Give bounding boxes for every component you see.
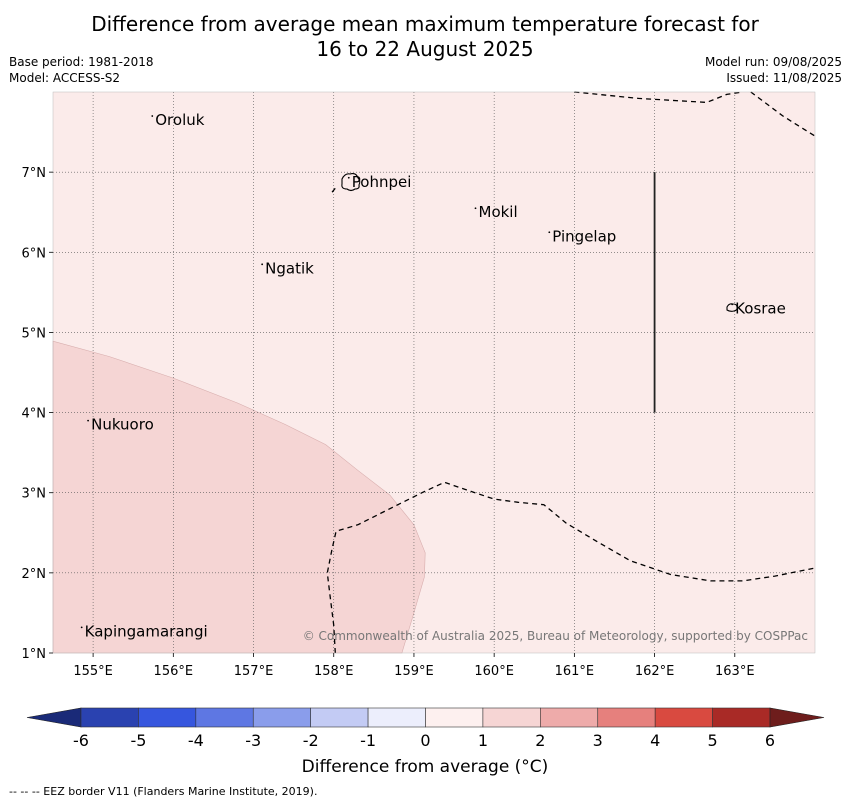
lon-tick-label: 157°E [234, 664, 274, 679]
colorbar-tick-label: 4 [650, 731, 660, 750]
place-label-nukuoro: Nukuoro [91, 416, 154, 434]
colorbar-tick-label: 5 [707, 731, 717, 750]
colorbar-over-arrow [769, 707, 825, 728]
colorbar-segment [425, 707, 484, 728]
eez-border-fragment [331, 187, 336, 193]
colorbar-segment [482, 707, 541, 728]
colorbar-tick-label: -5 [130, 731, 146, 750]
title-line-2: 16 to 22 August 2025 [316, 37, 534, 61]
lon-tick-label: 155°E [73, 664, 113, 679]
place-labels: Oroluk Pohnpei Mokil Pingelap Ngatik Kosrae Nu… [80, 111, 786, 640]
place-marker [261, 263, 264, 266]
colorbar-tick-label: -6 [73, 731, 89, 750]
colorbar-tick-label: 6 [765, 731, 775, 750]
colorbar-tick-label: -2 [303, 731, 319, 750]
place-label-mokil: Mokil [479, 203, 518, 221]
place-label-kapingamarangi: Kapingamarangi [85, 622, 208, 640]
gridlines [53, 92, 815, 653]
lon-tick-label: 158°E [314, 664, 354, 679]
eez-border-northeast [750, 91, 816, 137]
colorbar-segment [367, 707, 426, 728]
model-run: Model run: 09/08/2025 [704, 55, 842, 69]
lon-tick-label: 161°E [555, 664, 595, 679]
lat-tick-label: 2°N [22, 567, 47, 582]
lon-tick-label: 160°E [474, 664, 514, 679]
colorbar-segment [195, 707, 254, 728]
colorbar-tick-label: 3 [593, 731, 603, 750]
meta-left: Base period: 1981-2018 Model: ACCESS-S2 [9, 54, 154, 86]
place-marker [151, 115, 154, 117]
pohnpei-island [341, 172, 361, 192]
colorbar-tick-label: 0 [420, 731, 430, 750]
model-name: Model: ACCESS-S2 [9, 71, 121, 85]
colorbar-tick-label: 1 [478, 731, 488, 750]
lat-tick-label: 6°N [22, 246, 47, 261]
eez-footnote: -- -- -- EEZ border V11 (Flanders Marine… [9, 785, 318, 798]
place-marker [731, 303, 734, 306]
place-marker [347, 176, 350, 179]
colorbar-segment [252, 707, 311, 728]
lat-tick-label: 1°N [22, 647, 47, 662]
colorbar-tick-label: -1 [360, 731, 376, 750]
place-label-kosrae: Kosrae [735, 299, 786, 317]
colorbar-segment [654, 707, 713, 728]
colorbar-segment [80, 707, 139, 728]
meta-right: Model run: 09/08/2025 Issued: 11/08/2025 [705, 54, 842, 86]
chart-title: Difference from average mean maximum tem… [0, 12, 850, 62]
base-period: Base period: 1981-2018 [9, 55, 154, 69]
eez-border-south [326, 481, 816, 654]
lat-tick-label: 5°N [22, 326, 47, 341]
title-line-1: Difference from average mean maximum tem… [91, 12, 759, 36]
place-label-ngatik: Ngatik [265, 259, 314, 277]
lat-tick-label: 3°N [22, 487, 47, 502]
place-marker [548, 231, 551, 234]
eez-borders [326, 91, 816, 654]
colorbar-segment [138, 707, 197, 728]
colorbar-tick-label: -3 [245, 731, 261, 750]
place-label-oroluk: Oroluk [155, 111, 204, 129]
colorbar-segment [712, 707, 771, 728]
colorbar-label: Difference from average (°C) [301, 757, 549, 777]
lon-tick-label: 156°E [154, 664, 194, 679]
issued-date: Issued: 11/08/2025 [726, 71, 842, 85]
place-marker [87, 419, 89, 422]
lon-tick-label: 159°E [394, 664, 434, 679]
lat-tick-label: 7°N [22, 166, 47, 181]
place-label-pohnpei: Pohnpei [352, 173, 412, 191]
axis-labels: 155°E 156°E 157°E 158°E 159°E 160°E 161°E 162°E… [22, 166, 755, 679]
colorbar-tick-label: 2 [535, 731, 545, 750]
colorbar-segment [310, 707, 369, 728]
colorbar-segment [597, 707, 656, 728]
warm-anomaly-region [52, 340, 426, 654]
colorbar-under-arrow [26, 707, 82, 728]
lon-tick-label: 163°E [715, 664, 755, 679]
lon-tick-label: 162°E [635, 664, 675, 679]
copyright-notice: © Commonwealth of Australia 2025, Bureau… [303, 629, 808, 643]
place-marker [80, 626, 83, 629]
lat-tick-label: 4°N [22, 407, 47, 422]
map-frame [52, 91, 816, 654]
kosrae-island [726, 303, 738, 312]
colorbar-segment [540, 707, 599, 728]
place-marker [474, 207, 477, 210]
place-label-pingelap: Pingelap [552, 227, 616, 245]
colorbar-tick-label: -4 [188, 731, 204, 750]
